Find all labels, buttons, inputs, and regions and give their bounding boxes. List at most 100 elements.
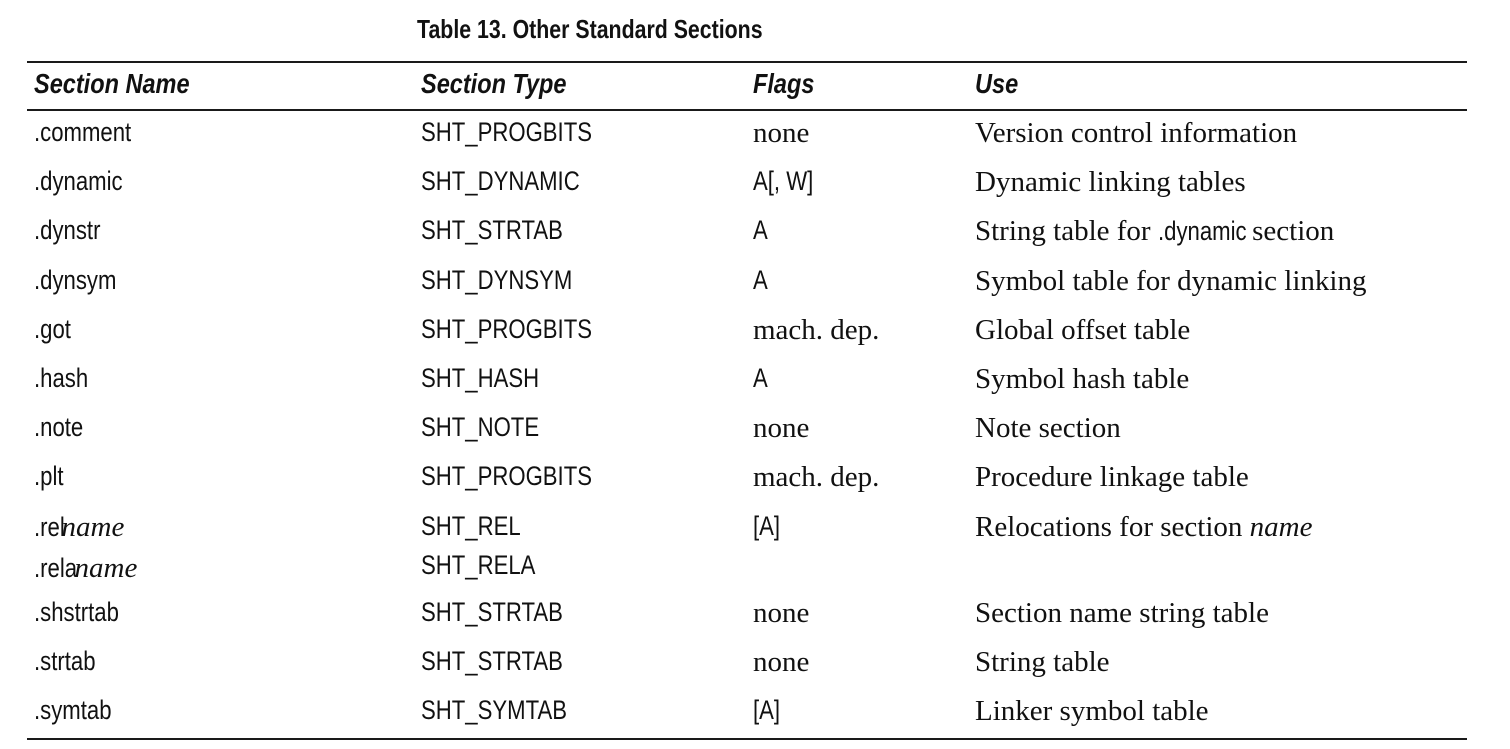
flags-cell: none [753, 646, 809, 679]
section-type-cell: SHT_STRTAB [421, 597, 594, 628]
column-header-flags: Flags [753, 68, 815, 99]
use-italic: name [1249, 511, 1313, 543]
flags-cell: A [753, 215, 771, 246]
table-row: .comment SHT_PROGBITS none Version control … [0, 117, 1510, 157]
section-name-italic: name [61, 511, 125, 543]
use-cell: String table [975, 646, 1110, 679]
flags-cell: none [753, 117, 809, 150]
use-text: Symbol hash table [975, 363, 1190, 395]
table-row: .dynsym SHT_DYNSYM A Symbol table for dynam… [0, 265, 1510, 305]
section-name-cell: .got [34, 314, 79, 345]
flags-value: A [753, 265, 768, 295]
table-row: .hash SHT_HASH A Symbol hash table [0, 363, 1510, 403]
column-header-section-name: Section Name [34, 68, 190, 99]
section-name: .symtab [34, 695, 112, 725]
section-name-cell: .shstrtab [34, 597, 138, 628]
flags-value: none [753, 646, 810, 678]
flags-value: none [753, 117, 810, 149]
table-row: .symtab SHT_SYMTAB [A] Linker symbol table [0, 695, 1510, 735]
section-name: .hash [34, 363, 89, 393]
use-cell: Symbol table for dynamic linking [975, 265, 1366, 298]
section-type-cell: SHT_DYNSYM [421, 265, 606, 296]
section-type-alt: SHT_RELA [421, 550, 536, 580]
flags-cell: mach. dep. [753, 461, 879, 494]
section-type: SHT_STRTAB [421, 646, 563, 676]
use-text: Note section [975, 412, 1121, 444]
section-name: .comment [34, 117, 132, 147]
use-cell: Global offset table [975, 314, 1190, 347]
section-name: .relname [34, 511, 137, 544]
section-type: SHT_HASH [421, 363, 540, 393]
section-name-cell: .plt [34, 461, 70, 492]
section-type: SHT_REL [421, 511, 521, 541]
section-name: .got [34, 314, 71, 344]
section-type-cell: SHT_STRTAB [421, 215, 594, 246]
flags-value: mach. dep. [753, 461, 880, 493]
section-name-cell: .dynsym [34, 265, 135, 296]
flags-value: none [753, 412, 810, 444]
section-name-cell: .dynamic [34, 166, 142, 197]
use-cell: Note section [975, 412, 1121, 445]
table-row: .plt SHT_PROGBITS mach. dep. Procedure link… [0, 461, 1510, 501]
section-type-cell: SHT_HASH [421, 363, 565, 394]
flags-value: A[, W] [753, 166, 814, 196]
use-text: Version control information [975, 117, 1298, 149]
table-header-rule [27, 109, 1467, 111]
table-bottom-rule [27, 738, 1467, 740]
flags-cell: [A] [753, 695, 786, 726]
section-type: SHT_PROGBITS [421, 461, 593, 491]
table-row: .dynstr SHT_STRTAB A String table for .dyna… [0, 215, 1510, 255]
use-text: Relocations for section [975, 511, 1250, 543]
flags-cell: A [753, 363, 771, 394]
section-type: SHT_DYNSYM [421, 265, 573, 295]
section-type-cell: SHT_STRTAB [421, 646, 594, 677]
table-top-rule [27, 61, 1467, 63]
section-type: SHT_STRTAB [421, 215, 563, 245]
flags-value: [A] [753, 511, 781, 541]
section-type-cell: SHT_PROGBITS [421, 117, 630, 148]
section-type-cell: SHT_REL SHT_RELA [421, 511, 561, 581]
flags-cell: [A] [753, 511, 786, 542]
section-type: SHT_NOTE [421, 412, 540, 442]
use-cell: String table for .dynamic section [975, 215, 1334, 248]
use-text: String table for [975, 215, 1158, 247]
table-row: .strtab SHT_STRTAB none String table [0, 646, 1510, 686]
section-type-cell: SHT_NOTE [421, 412, 565, 443]
use-code: .dynamic [1157, 216, 1247, 246]
flags-value: [A] [753, 695, 781, 725]
section-name-cell: .comment [34, 117, 153, 148]
section-name: .dynamic [34, 166, 123, 196]
section-name-cell: .relname .rela name [34, 511, 137, 585]
section-type-cell: SHT_DYNAMIC [421, 166, 615, 197]
flags-value: A [753, 363, 768, 393]
use-cell: Dynamic linking tables [975, 166, 1246, 199]
section-name-cell: .hash [34, 363, 100, 394]
section-name: .note [34, 412, 84, 442]
section-type: SHT_DYNAMIC [421, 166, 580, 196]
table-row: .shstrtab SHT_STRTAB none Section name stri… [0, 597, 1510, 637]
section-name: .dynstr [34, 215, 101, 245]
use-text: Section name string table [975, 597, 1269, 629]
use-text: Procedure linkage table [975, 461, 1249, 493]
table-caption: Table 13. Other Standard Sections [417, 14, 763, 44]
flags-cell: none [753, 597, 809, 630]
use-cell: Version control information [975, 117, 1297, 150]
flags-value: A [753, 215, 768, 245]
column-header-use: Use [975, 68, 1019, 99]
section-name: .shstrtab [34, 597, 119, 627]
flags-value: none [753, 597, 810, 629]
section-type-cell: SHT_PROGBITS [421, 314, 630, 345]
section-type: SHT_STRTAB [421, 597, 563, 627]
section-name-prefix: .rela [34, 553, 78, 583]
flags-cell: A[, W] [753, 166, 827, 197]
section-type: SHT_PROGBITS [421, 314, 593, 344]
section-name-prefix: .rel [34, 512, 65, 542]
section-name: .dynsym [34, 265, 117, 295]
use-text: Linker symbol table [975, 695, 1209, 727]
use-cell: Linker symbol table [975, 695, 1209, 728]
section-name-cell: .note [34, 412, 94, 443]
use-cell: Section name string table [975, 597, 1269, 630]
use-text: Symbol table for dynamic linking [975, 265, 1367, 297]
flags-value: mach. dep. [753, 314, 880, 346]
table-row: .relname .relaname SHT_REL SHT_RELA [A] Reloc… [0, 511, 1510, 584]
